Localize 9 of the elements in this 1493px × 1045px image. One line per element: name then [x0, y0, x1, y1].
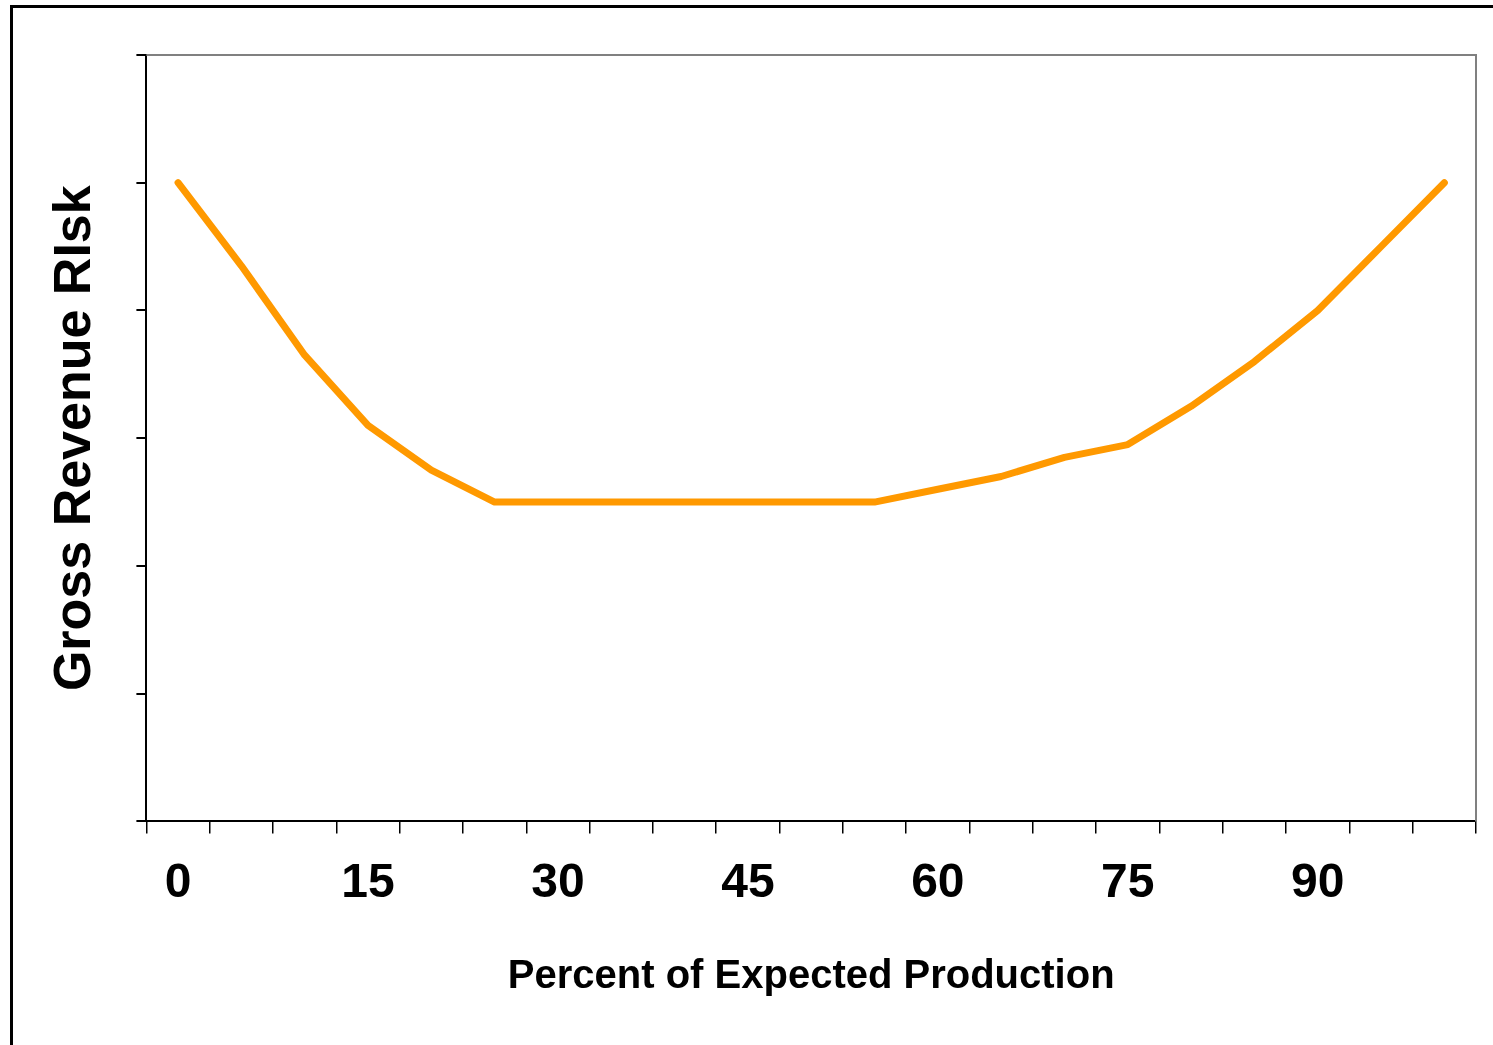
x-tick-label: 30 [531, 854, 585, 908]
x-axis-title: Percent of Expected Production [507, 952, 1115, 997]
x-tick-label: 60 [911, 854, 965, 908]
x-tick-label: 75 [1101, 854, 1155, 908]
x-tick-label: 45 [721, 854, 775, 908]
x-tick-label: 0 [164, 854, 192, 908]
y-axis-title: Gross Revenue RIsk [42, 185, 101, 692]
x-tick-label: 15 [341, 854, 395, 908]
x-tick-label: 90 [1291, 854, 1345, 908]
